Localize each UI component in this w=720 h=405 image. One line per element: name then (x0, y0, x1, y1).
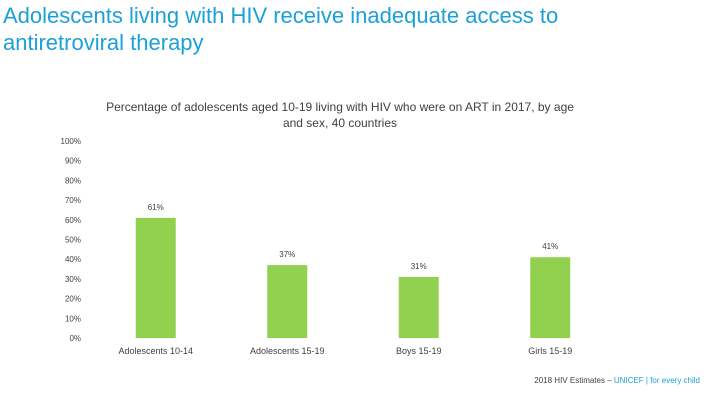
x-tick-label: Girls 15-19 (528, 346, 572, 356)
footer-separator: – (604, 376, 614, 385)
x-tick-label: Boys 15-19 (396, 346, 442, 356)
x-tick-label: Adolescents 10-14 (118, 346, 193, 356)
x-axis: Adolescents 10-14 Adolescents 15-19 Boys 1… (118, 346, 572, 356)
y-tick-label: 40% (65, 255, 81, 264)
y-tick-label: 10% (65, 314, 81, 323)
footer-brand: UNICEF | for every child (613, 376, 700, 385)
y-axis: 0% 10% 20% 30% 40% 50% 60% 70% 80% 90% 100% (61, 137, 81, 343)
bar (398, 276, 439, 338)
bar (135, 217, 176, 338)
y-tick-label: 80% (65, 176, 81, 185)
y-tick-label: 70% (65, 196, 81, 205)
data-label: 61% (148, 203, 164, 212)
y-tick-label: 60% (65, 216, 81, 225)
bar (530, 257, 571, 338)
data-label: 37% (279, 250, 295, 259)
data-label: 31% (411, 262, 427, 271)
data-label: 41% (542, 242, 558, 251)
y-tick-label: 30% (65, 275, 81, 284)
y-tick-label: 90% (65, 157, 81, 166)
x-tick-label: Adolescents 15-19 (250, 346, 325, 356)
footer: 2018 HIV Estimates – UNICEF | for every … (534, 376, 700, 385)
bars: 61% 37% 31% 41% (135, 203, 571, 338)
y-tick-label: 100% (61, 137, 81, 146)
y-tick-label: 50% (65, 236, 81, 245)
y-tick-label: 20% (65, 295, 81, 304)
y-tick-label: 0% (69, 334, 81, 343)
footer-source: 2018 HIV Estimates (534, 376, 605, 385)
chart-title: Percentage of adolescents aged 10-19 liv… (106, 100, 574, 130)
bar (267, 265, 308, 338)
slide-title: Adolescents living with HIV receive inad… (3, 3, 559, 55)
